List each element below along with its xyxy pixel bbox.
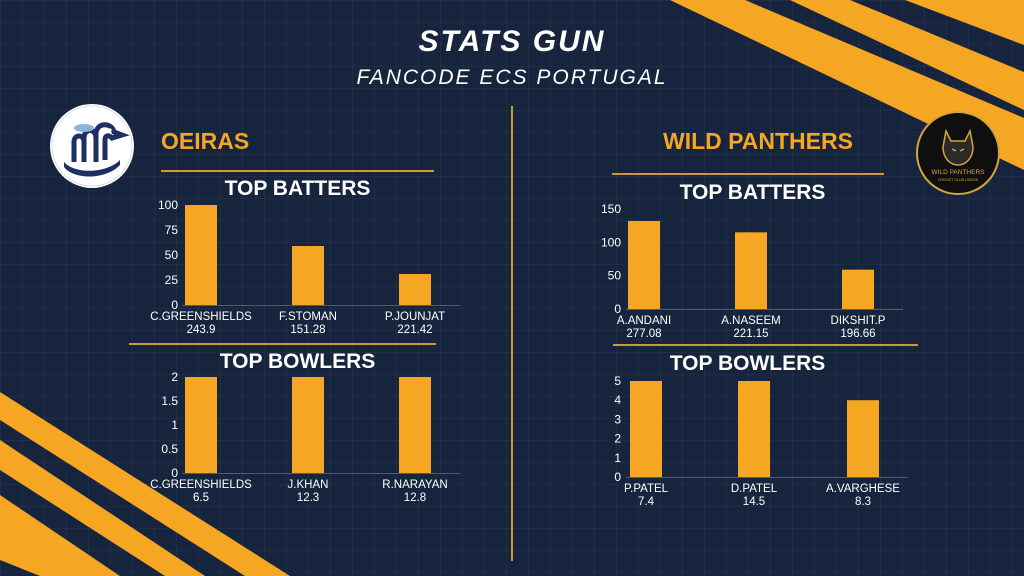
logo-text-main: WILD PANTHERS: [932, 169, 986, 176]
category-label: P.JOUNJAT: [385, 311, 445, 323]
team-name-right: WILD PANTHERS: [663, 128, 853, 154]
y-tick-label: 4: [614, 393, 621, 407]
category-sublabel: 221.15: [733, 328, 768, 340]
y-tick-label: 1: [171, 418, 178, 432]
category-sublabel: 7.4: [638, 496, 655, 508]
y-tick-label: 3: [614, 412, 621, 426]
y-tick-label: 1.5: [161, 394, 178, 408]
category-sublabel: 277.08: [626, 328, 661, 340]
team-name-left: OEIRAS: [161, 128, 250, 154]
right-batters-title: TOP BATTERS: [679, 181, 826, 204]
category-sublabel: 196.66: [840, 328, 875, 340]
bar-ppatel: [630, 381, 662, 477]
category-sublabel: 12.3: [297, 492, 319, 504]
left-mid-rule: [129, 343, 436, 345]
y-tick-label: 0: [171, 466, 178, 480]
category-sublabel: 12.8: [404, 492, 426, 504]
bar-avarghese: [847, 400, 879, 477]
left-bowlers-title: TOP BOWLERS: [219, 350, 376, 373]
category-sublabel: 221.42: [397, 324, 432, 336]
swan-icon: [51, 105, 133, 187]
bottom-left-stripe-2: [0, 440, 205, 576]
bottom-left-stripe-1: [0, 392, 290, 576]
right-bowlers-title: TOP BOWLERS: [669, 352, 826, 375]
y-tick-label: 150: [601, 202, 621, 216]
y-tick-label: 50: [165, 248, 179, 262]
bar-dikshitp: [842, 269, 874, 309]
y-tick-label: 2: [171, 370, 178, 384]
category-label: A.ANDANI: [617, 315, 671, 327]
category-label: R.NARAYAN: [382, 479, 447, 491]
category-label: A.NASEEM: [721, 315, 780, 327]
logo-text-sub: CRICKET CLUB LISBON: [938, 178, 979, 182]
panther-icon: WILD PANTHERS CRICKET CLUB LISBON: [932, 128, 986, 182]
y-tick-label: 1: [614, 451, 621, 465]
y-tick-label: 0.5: [161, 442, 178, 456]
bar-aandani: [628, 221, 660, 309]
category-sublabel: 6.5: [193, 492, 209, 504]
left-batters-title: TOP BATTERS: [224, 177, 371, 200]
page-subtitle: FANCODE ECS PORTUGAL: [356, 66, 668, 89]
category-label: F.STOMAN: [279, 311, 337, 323]
category-label: DIKSHIT.P: [831, 315, 886, 327]
y-tick-label: 5: [614, 374, 621, 388]
bar-jkhan: [292, 377, 324, 473]
bar-dpatel: [738, 381, 770, 477]
bar-cgreenshields: [185, 377, 217, 473]
category-sublabel: 243.9: [187, 324, 216, 336]
category-label: P.PATEL: [624, 483, 669, 495]
category-label: D.PATEL: [731, 483, 778, 495]
category-sublabel: 151.28: [290, 324, 325, 336]
right-mid-rule: [613, 344, 918, 346]
y-tick-label: 75: [165, 223, 179, 237]
bar-pjounjat: [399, 274, 431, 305]
y-tick-label: 100: [601, 235, 621, 249]
category-label: A.VARGHESE: [826, 483, 900, 495]
bar-anaseem: [735, 232, 767, 309]
wild-panthers-logo: WILD PANTHERS CRICKET CLUB LISBON: [916, 111, 1000, 195]
bar-rnarayan: [399, 377, 431, 473]
category-sublabel: 14.5: [743, 496, 765, 508]
y-tick-label: 0: [614, 302, 621, 316]
bar-cgreenshields: [185, 205, 217, 305]
bottom-left-stripe-3: [0, 495, 120, 576]
y-tick-label: 25: [165, 273, 179, 287]
bar-fstoman: [292, 246, 324, 305]
y-tick-label: 50: [608, 269, 622, 283]
category-label: J.KHAN: [288, 479, 329, 491]
category-label: C.GREENSHIELDS: [150, 479, 252, 491]
y-tick-label: 2: [614, 432, 621, 446]
oeiras-logo: [50, 104, 134, 188]
top-right-stripe-2: [790, 0, 1024, 110]
center-divider: [511, 106, 513, 561]
right-top-rule: [612, 173, 884, 175]
page-title: STATS GUN: [418, 25, 606, 58]
y-tick-label: 0: [171, 298, 178, 312]
category-label: C.GREENSHIELDS: [150, 311, 252, 323]
left-top-rule: [161, 170, 434, 172]
top-right-stripe-3: [905, 0, 1024, 45]
category-sublabel: 8.3: [855, 496, 871, 508]
y-tick-label: 100: [158, 198, 178, 212]
y-tick-label: 0: [614, 470, 621, 484]
